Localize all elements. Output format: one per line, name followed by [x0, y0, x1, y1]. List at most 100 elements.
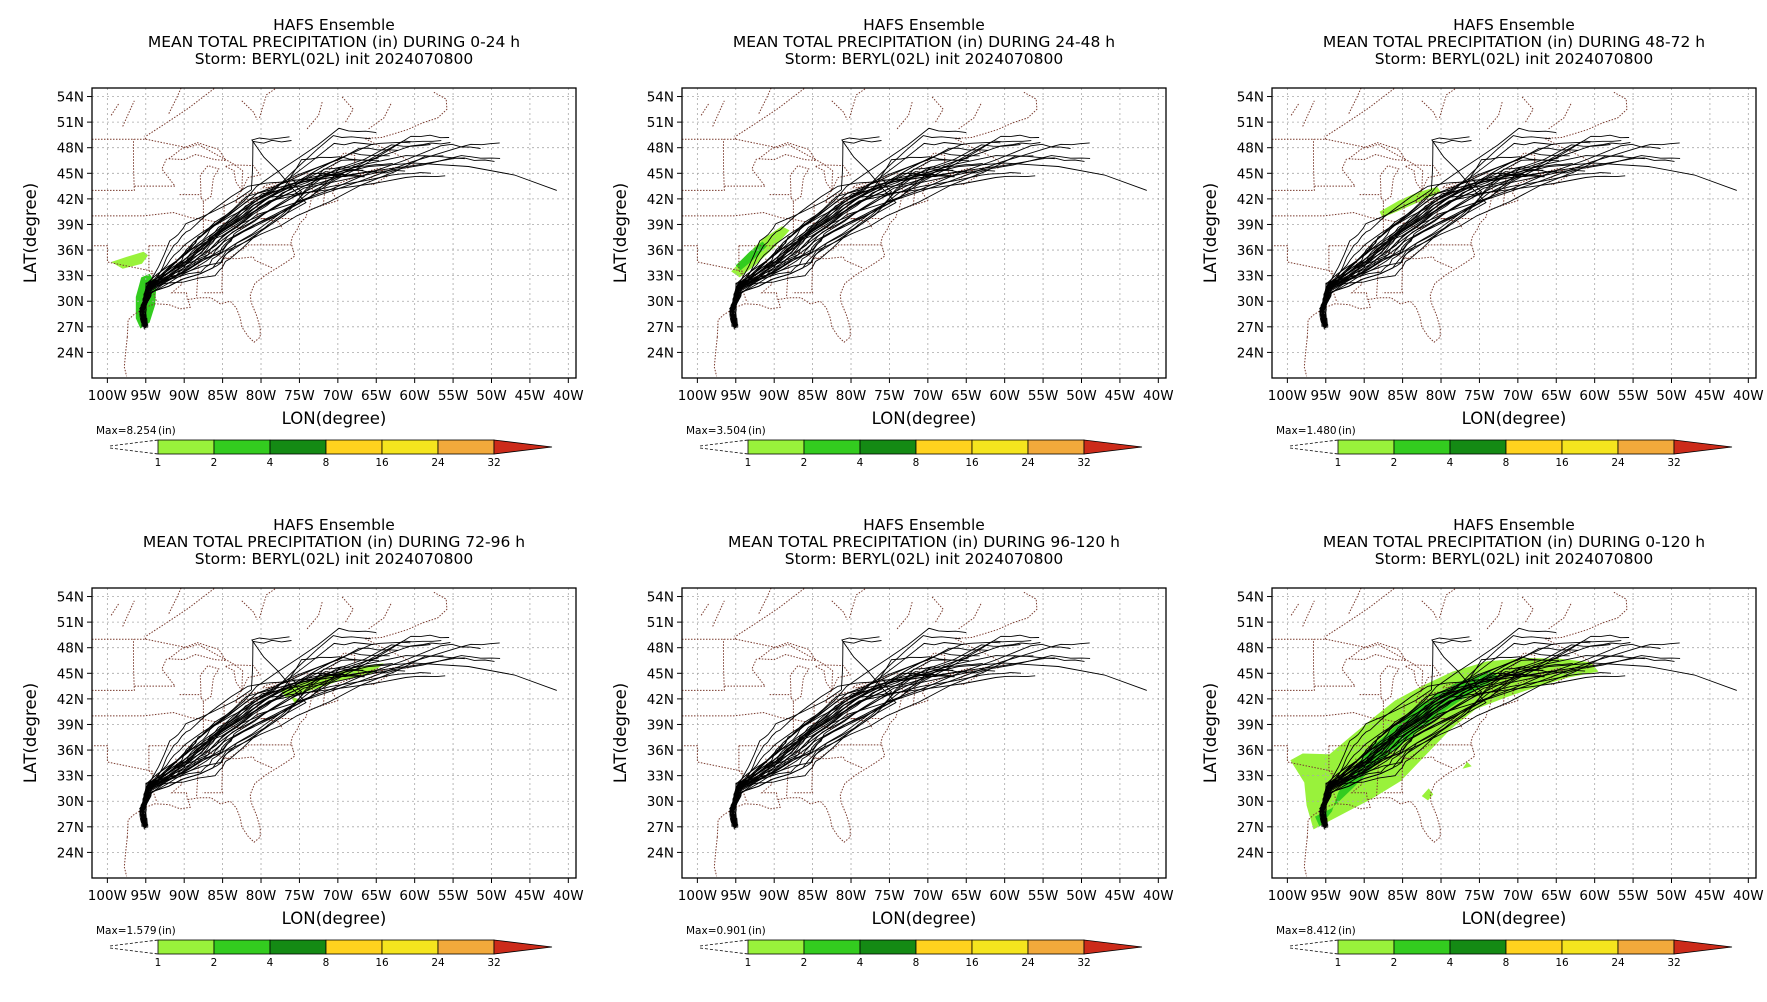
canada-feature: [896, 600, 913, 630]
x-tick-label: 40W: [1733, 388, 1764, 404]
x-tick-label: 85W: [207, 888, 238, 904]
colorbar-level-label: 8: [913, 957, 920, 969]
x-tick-label: 65W: [361, 388, 392, 404]
x-tick-label: 45W: [515, 388, 546, 404]
colorbar-level-label: 2: [801, 457, 808, 469]
colorbar-over-triangle: [1673, 939, 1733, 955]
colorbar-bin: [1449, 939, 1507, 955]
state-border: [161, 158, 176, 187]
x-tick-label: 50W: [1066, 888, 1097, 904]
y-tick-label: 24N: [1237, 345, 1264, 361]
colorbar-bin: [1617, 939, 1675, 955]
state-border: [738, 244, 883, 260]
great-lake: [789, 665, 810, 703]
grid: [92, 588, 576, 878]
x-tick-label: 60W: [989, 388, 1020, 404]
track-line: [732, 142, 1090, 327]
y-tick-label: 39N: [1237, 217, 1264, 233]
x-tick-label: 90W: [169, 388, 200, 404]
y-axis-label: LAT(degree): [611, 683, 630, 783]
colorbar-over-triangle: [493, 439, 553, 455]
y-tick-label: 45N: [57, 666, 84, 682]
colorbar-level-label: 1: [745, 957, 752, 969]
canada-feature: [736, 88, 806, 137]
canada-feature: [1486, 600, 1503, 630]
great-lake: [815, 664, 852, 692]
state-border: [145, 638, 362, 702]
state-border: [852, 218, 873, 229]
canada-feature: [1521, 596, 1534, 623]
colorbar-bin: [859, 439, 917, 455]
colorbar-bin: [915, 439, 973, 455]
colorbar-bin: [325, 439, 383, 455]
colorbar-bin: [1505, 439, 1563, 455]
state-border: [92, 139, 135, 191]
max-value-label: Max=0.901: [686, 925, 747, 937]
x-tick-label: 100W: [1268, 388, 1307, 404]
colorbar-bin: [747, 939, 805, 955]
colorbar-bin: [269, 939, 327, 955]
x-tick-label: 75W: [874, 388, 905, 404]
colorbar-under-triangle: [699, 947, 749, 955]
state-border: [682, 635, 737, 640]
state-border: [786, 258, 790, 298]
chart-panel-72-96h: HAFS Ensemble MEAN TOTAL PRECIPITATION (i…: [0, 500, 584, 996]
unit-label: (in): [158, 425, 176, 437]
track-line: [1321, 162, 1737, 327]
state-border: [682, 745, 765, 777]
colorbar-level-label: 1: [155, 457, 162, 469]
state-border: [735, 638, 952, 702]
colorbar-bin: [1617, 439, 1675, 455]
track-line: [144, 643, 481, 827]
plot-area: [92, 588, 576, 878]
colorbar-under-triangle: [1289, 939, 1339, 947]
state-border: [1272, 139, 1315, 191]
x-tick-label: 80W: [246, 388, 277, 404]
canada-feature: [1421, 100, 1438, 120]
plot-area: [1272, 88, 1756, 378]
colorbar-level-label: 24: [431, 957, 445, 969]
x-tick-label: 65W: [361, 888, 392, 904]
state-border: [223, 756, 273, 769]
y-tick-label: 42N: [57, 192, 84, 208]
canada-feature: [758, 588, 772, 614]
colorbar-level-label: 4: [267, 457, 274, 469]
colorbar-bin: [381, 939, 439, 955]
chart-panel-96-120h: HAFS Ensemble MEAN TOTAL PRECIPITATION (i…: [590, 500, 1174, 996]
x-tick-label: 65W: [951, 388, 982, 404]
y-tick-label: 54N: [57, 90, 84, 106]
y-tick-label: 33N: [647, 769, 674, 785]
track-line: [1322, 657, 1559, 826]
state-border: [196, 758, 200, 798]
track-line: [732, 669, 954, 829]
colorbar-over-triangle: [493, 939, 553, 955]
colorbar-level-label: 8: [1503, 957, 1510, 969]
x-tick-label: 80W: [246, 888, 277, 904]
x-tick-label: 40W: [553, 388, 584, 404]
y-tick-label: 48N: [57, 641, 84, 657]
y-tick-label: 45N: [1237, 666, 1264, 682]
track-line: [1322, 142, 1680, 327]
grid: [682, 88, 1166, 378]
state-border: [170, 258, 188, 300]
canada-feature: [241, 600, 258, 620]
plot-area: [92, 88, 576, 378]
chart-storm-line: Storm: BERYL(02L) init 2024070800: [785, 550, 1064, 568]
x-tick-label: 60W: [1579, 888, 1610, 904]
max-value-label: Max=8.412: [1276, 925, 1337, 937]
track-line: [1322, 157, 1559, 326]
ensemble-tracks: [728, 627, 1147, 830]
x-tick-label: 85W: [797, 888, 828, 904]
x-tick-label: 60W: [399, 388, 430, 404]
map-borders: [1272, 88, 1628, 377]
mexico-coast: [123, 837, 128, 877]
x-tick-label: 90W: [169, 888, 200, 904]
x-tick-label: 75W: [1464, 388, 1495, 404]
colorbar-bin: [971, 939, 1029, 955]
x-tick-label: 85W: [1387, 888, 1418, 904]
colorbar-bin: [1027, 439, 1085, 455]
x-tick-label: 65W: [1541, 888, 1572, 904]
map-borders: [682, 588, 1038, 877]
track-line: [732, 642, 1090, 827]
